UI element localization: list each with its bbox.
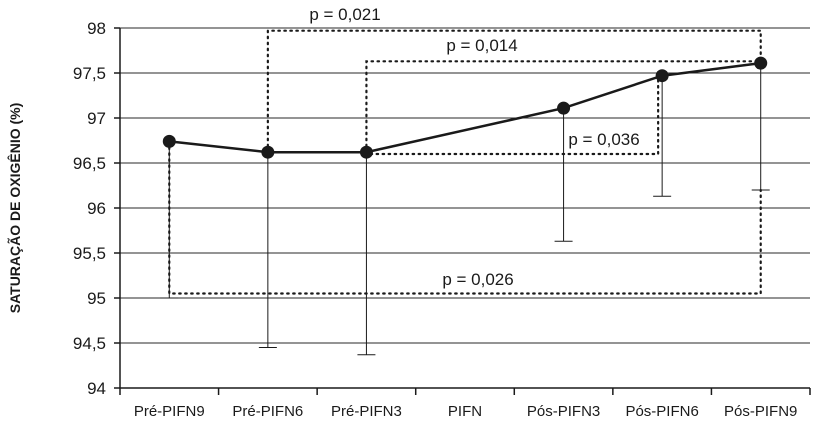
- significance-label: p = 0,014: [446, 36, 517, 55]
- x-tick-label: Pré-PIFN9: [134, 403, 205, 420]
- y-tick-label: 96,5: [73, 154, 106, 173]
- significance-label: p = 0,026: [442, 270, 513, 289]
- y-tick-label: 94: [87, 379, 106, 398]
- data-point: [162, 134, 176, 148]
- y-tick-label: 97: [87, 109, 106, 128]
- data-point: [359, 145, 373, 159]
- x-tick-label: PIFN: [448, 403, 482, 420]
- y-tick-label: 98: [87, 19, 106, 38]
- data-point: [655, 69, 669, 83]
- x-tick-label: Pós-PIFN3: [527, 403, 600, 420]
- y-tick-label: 95: [87, 289, 106, 308]
- series-line: [169, 61, 761, 154]
- significance-label: p = 0,021: [309, 5, 380, 24]
- data-point: [557, 101, 571, 115]
- y-tick-label: 96: [87, 199, 106, 218]
- x-tick-label: Pré-PIFN3: [331, 403, 402, 420]
- significance-bracket: [266, 29, 762, 154]
- significance-label: p = 0,036: [568, 130, 639, 149]
- data-point: [261, 145, 275, 159]
- x-tick-label: Pós-PIFN6: [625, 403, 698, 420]
- x-tick-label: Pós-PIFN9: [724, 403, 797, 420]
- x-tick-label: Pré-PIFN6: [232, 403, 303, 420]
- y-axis-title: SATURAÇÃO DE OXIGÊNIO (%): [6, 103, 23, 314]
- y-tick-label: 94,5: [73, 334, 106, 353]
- data-point: [754, 56, 768, 70]
- y-tick-label: 97,5: [73, 64, 106, 83]
- y-tick-label: 95,5: [73, 244, 106, 263]
